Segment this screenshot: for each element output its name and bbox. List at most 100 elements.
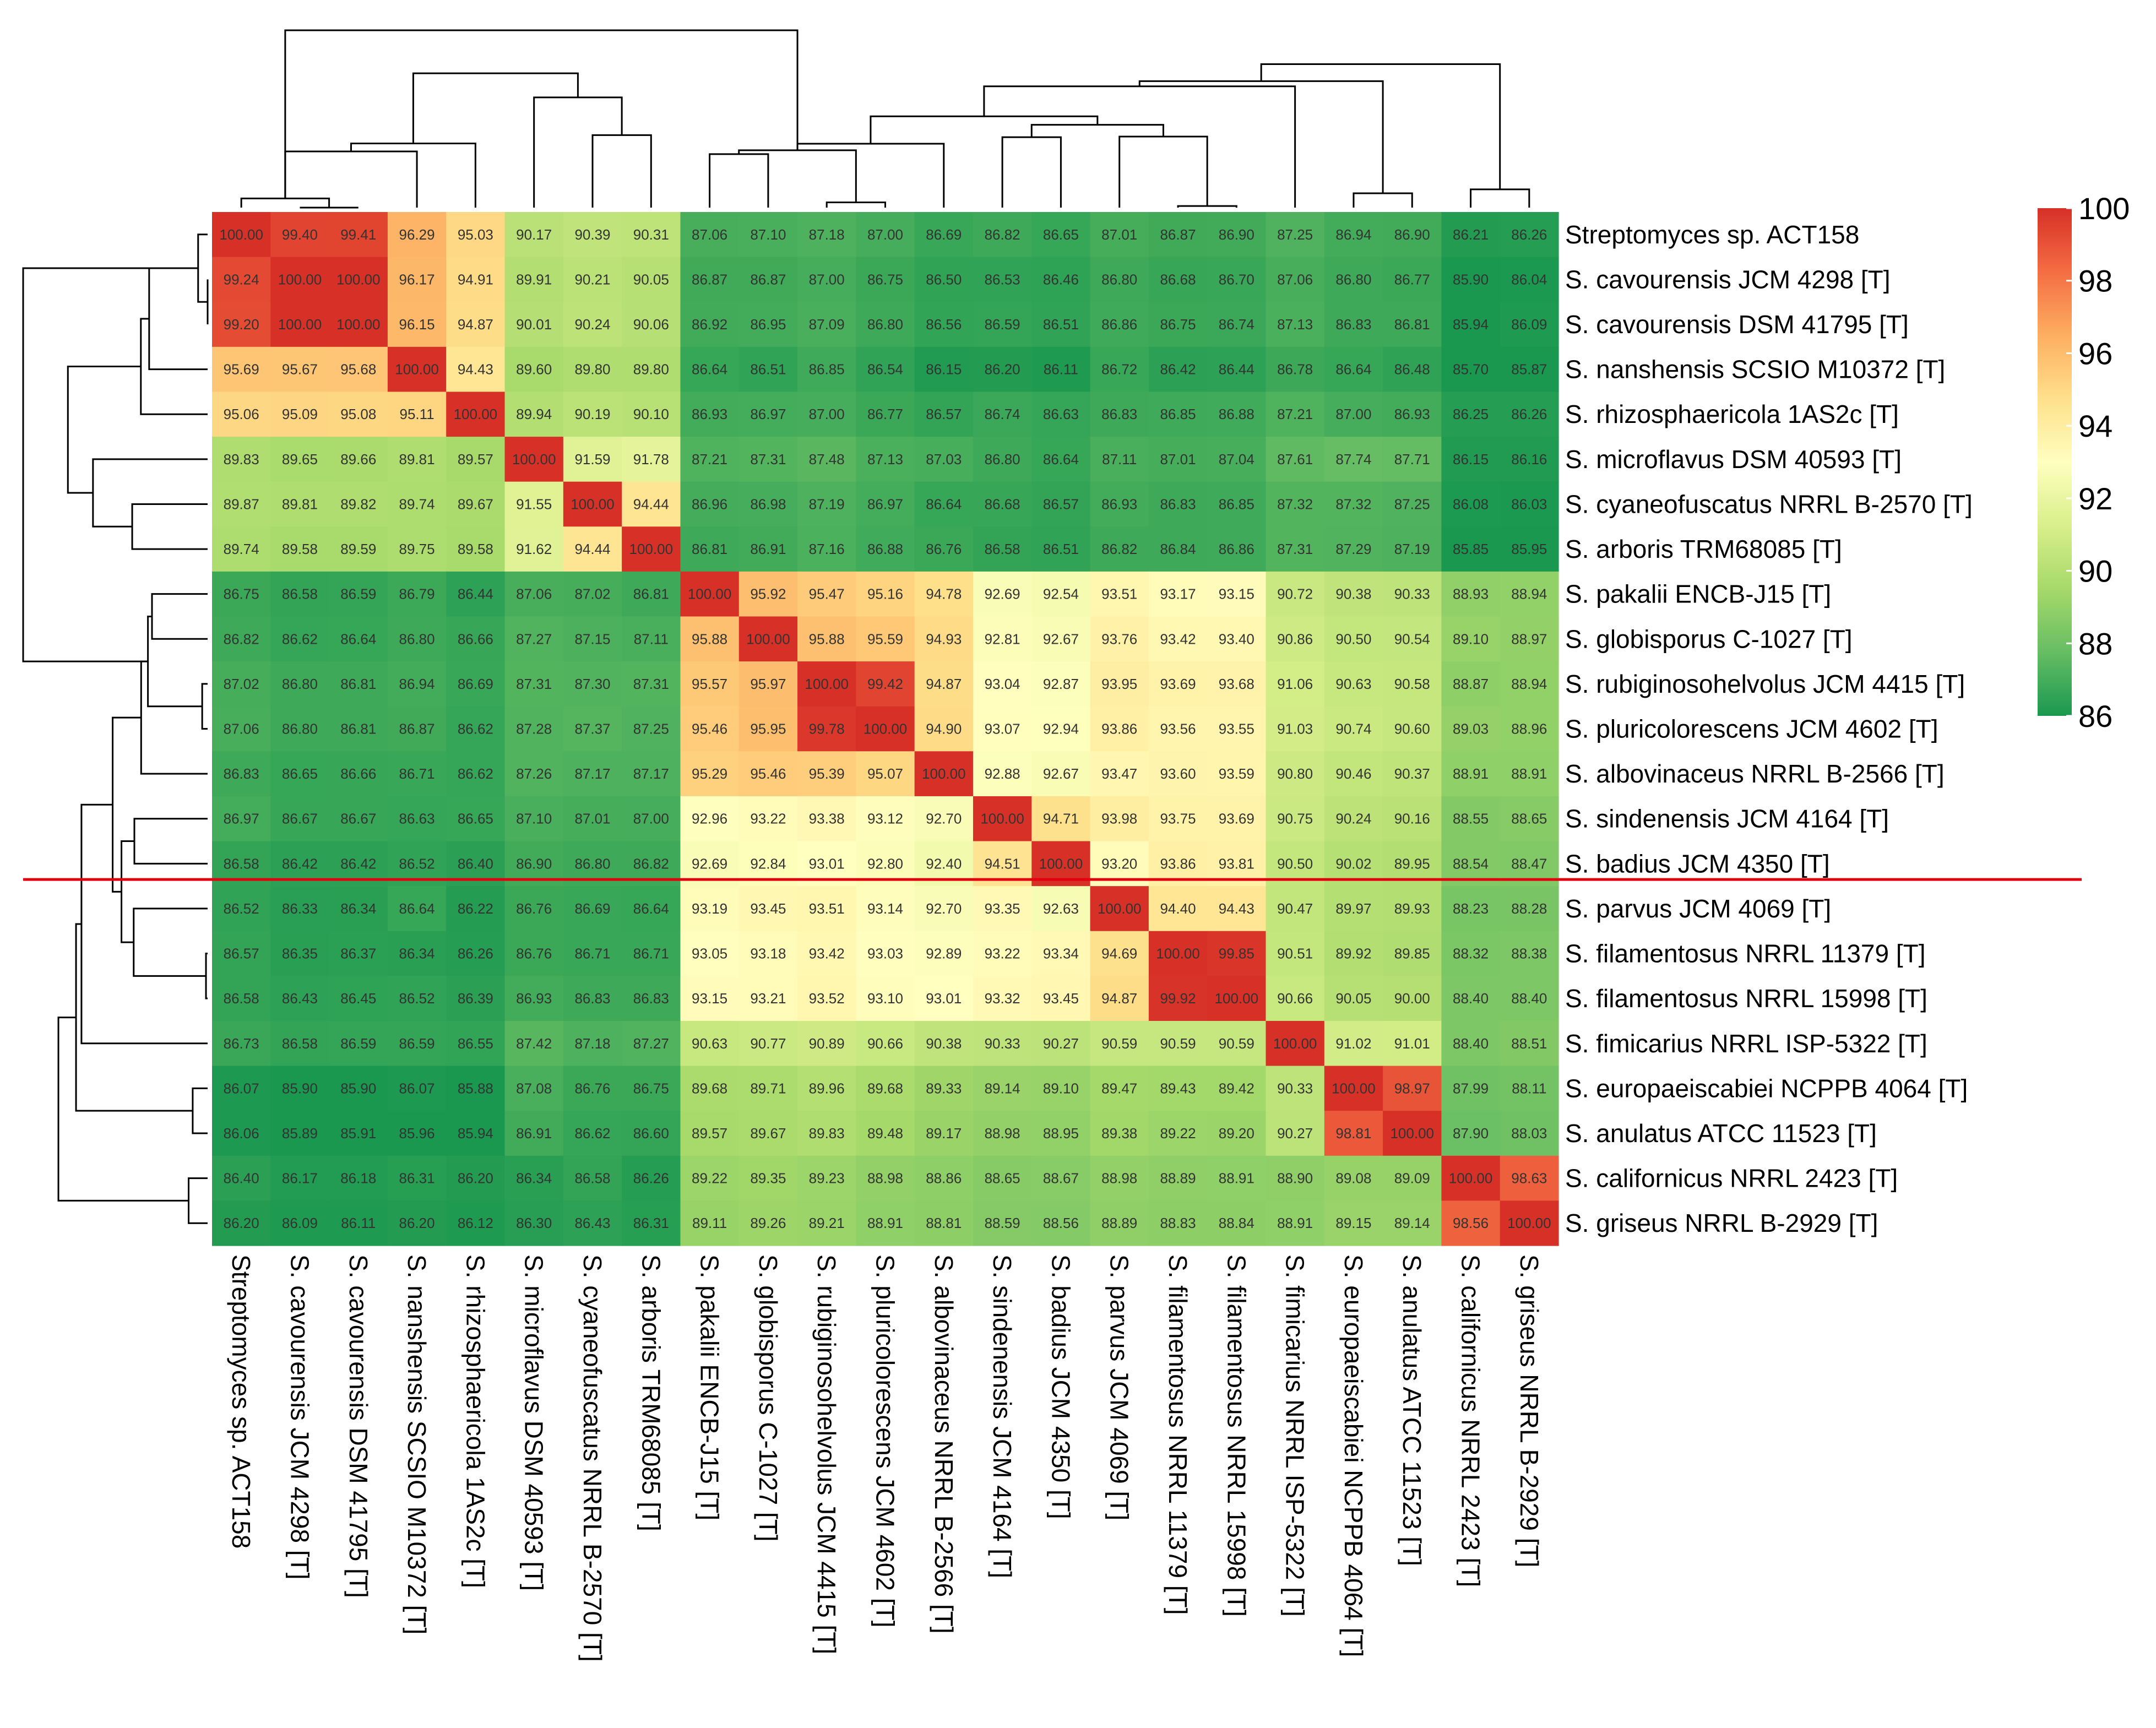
cell-value-label: 93.04	[985, 676, 1020, 692]
heatmap-cell	[1148, 526, 1208, 572]
cell-value-label: 95.06	[224, 406, 259, 422]
heatmap-cell	[1441, 976, 1501, 1021]
heatmap-cell	[270, 886, 330, 932]
cell-value-label: 86.09	[1511, 316, 1547, 333]
cell-value-label: 92.87	[1043, 676, 1079, 692]
heatmap-cell	[563, 661, 622, 707]
cell-value-label: 86.81	[633, 586, 669, 602]
heatmap-cell	[387, 661, 447, 707]
cell-value-label: 89.20	[1219, 1125, 1255, 1142]
cell-value-label: 86.16	[1511, 451, 1547, 468]
cell-value-label: 88.98	[1101, 1170, 1137, 1187]
cell-value-label: 86.81	[692, 541, 727, 557]
heatmap-cell	[563, 212, 622, 258]
heatmap-cell	[622, 437, 681, 482]
heatmap-cell	[212, 1200, 271, 1246]
heatmap-cell	[738, 976, 798, 1021]
cell-value-label: 86.31	[633, 1215, 669, 1231]
cell-value-label: 91.62	[516, 541, 552, 557]
cell-value-label: 93.32	[985, 990, 1020, 1007]
cell-value-label: 86.68	[1160, 271, 1196, 287]
heatmap-cell	[973, 616, 1032, 662]
cell-value-label: 86.83	[1335, 316, 1371, 333]
cell-value-label: 86.25	[1453, 406, 1489, 422]
cell-value-label: 87.00	[1335, 406, 1371, 422]
cell-value-label: 86.62	[458, 721, 493, 737]
heatmap-cell	[329, 796, 388, 842]
heatmap-cell	[1090, 346, 1149, 393]
cell-value-label: 91.59	[574, 451, 610, 468]
heatmap-cell	[1207, 1111, 1267, 1156]
heatmap-cell	[1266, 931, 1325, 976]
heatmap-cell	[1148, 931, 1208, 976]
cell-value-label: 87.06	[516, 586, 552, 602]
heatmap-cell	[329, 751, 388, 797]
heatmap-cell	[1090, 481, 1149, 527]
heatmap-cell	[1500, 212, 1559, 258]
heatmap-cell	[914, 526, 974, 572]
heatmap-cell	[973, 976, 1032, 1021]
cell-value-label: 88.83	[1160, 1215, 1196, 1231]
heatmap-cell	[856, 616, 915, 662]
heatmap-cell	[738, 392, 798, 437]
column-label: S. badius JCM 4350 [T]	[1046, 1254, 1075, 1519]
heatmap-cell	[1383, 616, 1442, 662]
cell-value-label: 90.72	[1277, 586, 1313, 602]
cell-value-label: 88.97	[1511, 631, 1547, 647]
cell-value-label: 93.22	[985, 945, 1020, 962]
cell-value-label: 92.63	[1043, 900, 1079, 917]
cell-value-label: 86.42	[1160, 361, 1196, 378]
cell-value-label: 94.93	[926, 631, 962, 647]
heatmap-cell	[738, 1020, 798, 1067]
cell-value-label: 95.16	[867, 586, 903, 602]
heatmap-cell	[1324, 706, 1383, 752]
cell-value-label: 100.00	[1273, 1035, 1317, 1052]
heatmap-cell	[973, 796, 1032, 842]
cell-value-label: 95.11	[399, 406, 434, 422]
cell-value-label: 86.53	[985, 271, 1020, 287]
cell-value-label: 89.66	[340, 451, 376, 468]
cell-value-label: 90.31	[633, 226, 669, 243]
heatmap-cell	[1207, 886, 1267, 932]
heatmap-cell	[1500, 976, 1559, 1021]
cell-value-label: 86.88	[1219, 406, 1255, 422]
heatmap-cell	[856, 437, 915, 482]
heatmap-cell	[1266, 1066, 1325, 1111]
cell-value-label: 89.03	[1453, 721, 1489, 737]
cell-value-label: 87.19	[1394, 541, 1430, 557]
heatmap-cell	[914, 616, 974, 662]
heatmap-cell	[1266, 1111, 1325, 1156]
heatmap-cell	[504, 886, 564, 932]
heatmap-cell	[914, 706, 974, 752]
heatmap-cell	[1148, 796, 1208, 842]
cell-value-label: 86.69	[926, 226, 962, 243]
heatmap-cell	[387, 1200, 447, 1246]
heatmap-cell	[1090, 976, 1149, 1021]
cell-value-label: 91.78	[633, 451, 669, 468]
dendrogram-branch	[147, 615, 203, 708]
heatmap-cell	[446, 616, 506, 662]
heatmap-cell	[1031, 392, 1091, 437]
cell-value-label: 95.39	[809, 765, 845, 782]
cell-value-label: 86.58	[282, 1035, 318, 1052]
dendrogram-branch	[205, 953, 208, 999]
heatmap-cell	[1031, 1066, 1091, 1111]
heatmap-cell	[914, 1020, 974, 1067]
row-label: S. pakalii ENCB-J15 [T]	[1565, 580, 1831, 608]
cell-value-label: 86.20	[224, 1215, 259, 1231]
heatmap-cell	[446, 976, 506, 1021]
cell-value-label: 93.15	[692, 990, 727, 1007]
heatmap-cell	[563, 1111, 622, 1156]
heatmap-cell	[622, 257, 681, 302]
heatmap-cell	[1500, 931, 1559, 976]
cell-value-label: 90.33	[1277, 1080, 1313, 1096]
cell-value-label: 86.77	[1394, 271, 1430, 287]
cell-value-label: 87.10	[516, 811, 552, 827]
heatmap-cell	[1324, 346, 1383, 393]
heatmap-cell	[738, 437, 798, 482]
dendrogram-branch	[870, 115, 1099, 144]
dendrogram-branch	[350, 143, 476, 208]
cell-value-label: 86.59	[340, 1035, 376, 1052]
heatmap-cell	[1383, 1155, 1442, 1201]
heatmap-cell	[563, 1155, 622, 1201]
